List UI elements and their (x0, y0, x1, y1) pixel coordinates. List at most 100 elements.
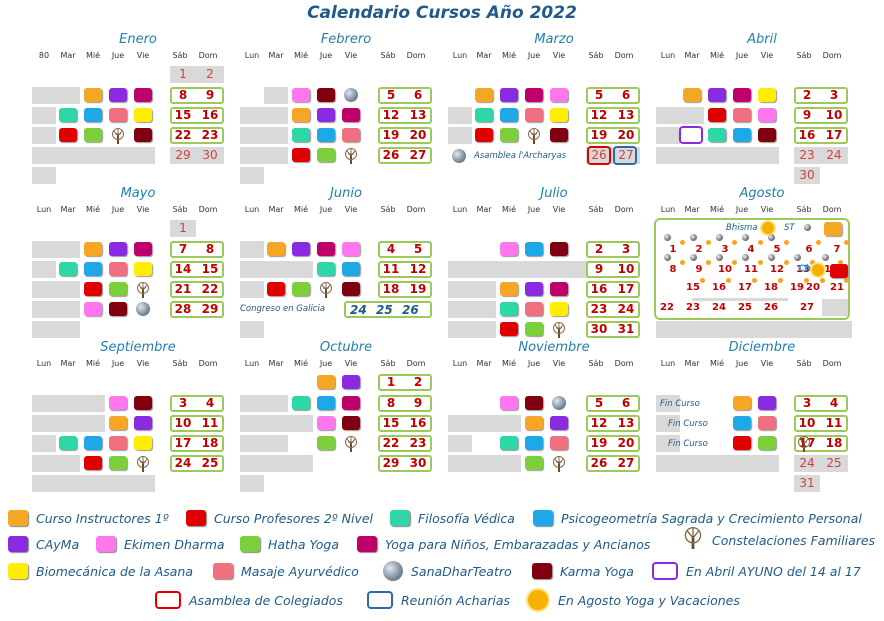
course-psicogeometria (733, 128, 751, 142)
day-number: 19 (590, 128, 608, 142)
day-number: 18 (764, 282, 778, 293)
legend-item: Curso Profesores 2º Nivel (186, 508, 373, 528)
ball-icon (383, 561, 403, 581)
course-psicogeometria (342, 262, 360, 276)
legend-item: Reunión Acharias (367, 590, 510, 610)
month-name: Junio (330, 186, 362, 201)
empty-day-block (32, 281, 80, 298)
day-header: Vie (344, 205, 358, 214)
day-number: 16 (409, 416, 427, 430)
day-number: 20 (409, 128, 427, 142)
day-number: 6 (621, 88, 631, 102)
orange-dot (706, 260, 711, 265)
course-cayma (758, 396, 776, 410)
month-enero: Enero 80 Mar Mié Jue Vie Sáb Dom 1 2 8 9 15 16 22 23 29 3… (28, 32, 248, 192)
weekend-frame (170, 281, 224, 298)
day-header: Sáb (380, 51, 396, 60)
day-number: 7 (833, 244, 841, 255)
course-biomecanica (758, 88, 776, 102)
course-psicogeometria (525, 242, 543, 256)
course-profesores (500, 322, 518, 336)
weekend-frame (378, 281, 432, 298)
weekend-frame (586, 321, 640, 338)
day-number: 30 (409, 456, 427, 470)
day-number: 6 (413, 88, 423, 102)
course-ninos (550, 282, 568, 296)
day-number: 8 (669, 264, 677, 275)
weekend-frame (794, 127, 848, 144)
ball-icon (742, 234, 749, 241)
orange-dot (680, 240, 685, 245)
empty-day-block (656, 435, 680, 452)
course-karma (317, 88, 335, 102)
legend-label: CAyMa (36, 536, 80, 552)
day-header: Jue (527, 205, 541, 214)
day-number: 4 (747, 244, 755, 255)
day-header: Mar (684, 51, 700, 60)
legend-label: Reunión Acharias (401, 592, 511, 608)
course-karma (550, 128, 568, 142)
day-header: Lun (36, 359, 52, 368)
orange-dot (706, 240, 711, 245)
course-filosofia (59, 436, 77, 450)
day-number: 5 (594, 396, 604, 410)
course-psicogeometria (317, 128, 335, 142)
legend-label: Psicogeometría Sagrada y Crecimiento Per… (561, 510, 862, 526)
day-number: 10 (798, 416, 816, 430)
course-karma (342, 416, 360, 430)
day-number: 13 (796, 264, 810, 275)
day-header: Jue (735, 205, 749, 214)
om-sun-icon (528, 590, 548, 610)
empty-day-block (32, 147, 155, 164)
day-number: 9 (205, 88, 215, 102)
empty-day-block (448, 455, 521, 472)
orange-dot (838, 260, 843, 265)
tree-icon (795, 436, 813, 452)
day-number: 31 (799, 476, 815, 490)
day-header: Dom (406, 205, 426, 214)
day-header: Mié (501, 205, 517, 214)
month-name: Diciembre (728, 340, 796, 355)
day-number: 16 (590, 282, 608, 296)
day-header: Dom (198, 205, 218, 214)
course-filosofia (317, 262, 335, 276)
course-profesores (733, 436, 751, 450)
weekend-block (794, 167, 820, 184)
ball-icon (742, 254, 749, 261)
empty-day-block (32, 87, 80, 104)
weekend-frame (586, 281, 640, 298)
course-hatha (109, 456, 127, 470)
day-header: Mar (684, 205, 700, 214)
day-number: 25 (201, 456, 219, 470)
course-karma (109, 302, 127, 316)
day-header: Mié (501, 359, 517, 368)
empty-day-block (32, 127, 56, 144)
legend-item: Asamblea de Colegiados (155, 590, 343, 610)
ball-icon (794, 254, 801, 261)
day-header: Lun (660, 205, 676, 214)
day-header: Mié (501, 51, 517, 60)
month-diciembre: Diciembre Lun Mar Mié Jue Vie Sáb Dom 3 4 10 11 17 18… (652, 340, 872, 500)
day-header: Dom (614, 205, 634, 214)
day-header: Sáb (172, 359, 188, 368)
day-number: 16 (201, 108, 219, 122)
day-header: Mié (293, 359, 309, 368)
weekend-frame (794, 395, 848, 412)
weekend-frame (586, 455, 640, 472)
day-number: 3 (621, 242, 631, 256)
day-number: 22 (660, 302, 674, 313)
day-header: Mar (60, 205, 76, 214)
day-number: 27 (617, 456, 635, 470)
weekend-block (170, 66, 224, 83)
day-number: 20 (617, 128, 635, 142)
course-karma (134, 128, 152, 142)
day-header: Mié (293, 205, 309, 214)
empty-day-block (448, 301, 496, 318)
weekend-frame (586, 435, 640, 452)
day-number: 1 (179, 67, 187, 81)
month-septiembre: Septiembre Lun Mar Mié Jue Vie Sáb Dom 3 4 10 11 17 1… (28, 340, 248, 500)
course-biomecanica (134, 262, 152, 276)
day-header: Mar (268, 359, 284, 368)
vacaciones-frame (654, 218, 850, 320)
course-biomecanica (134, 108, 152, 122)
